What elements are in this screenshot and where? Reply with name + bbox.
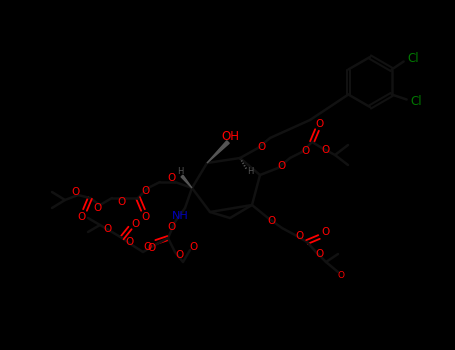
Text: O: O (189, 242, 197, 252)
Text: H: H (177, 168, 183, 176)
Text: O: O (268, 216, 276, 226)
Text: O: O (142, 212, 150, 222)
Polygon shape (181, 175, 192, 188)
Text: Cl: Cl (408, 52, 420, 65)
Text: O: O (118, 197, 126, 207)
Text: O: O (78, 212, 86, 222)
Text: O: O (321, 145, 329, 155)
Text: O: O (168, 173, 176, 183)
Text: O: O (321, 227, 329, 237)
Text: O: O (315, 119, 323, 129)
Text: O: O (125, 237, 133, 247)
Text: O: O (148, 243, 156, 253)
Text: O: O (93, 203, 101, 213)
Text: O: O (338, 271, 344, 280)
Text: O: O (144, 242, 152, 252)
Text: O: O (132, 219, 140, 229)
Text: H: H (247, 168, 253, 176)
Polygon shape (207, 141, 229, 163)
Text: NH: NH (172, 211, 188, 221)
Text: O: O (295, 231, 303, 241)
Text: OH: OH (221, 130, 239, 142)
Text: O: O (168, 222, 176, 232)
Text: O: O (277, 161, 285, 171)
Text: O: O (104, 224, 112, 234)
Text: O: O (71, 187, 79, 197)
Text: O: O (257, 142, 265, 152)
Text: O: O (301, 146, 309, 156)
Text: O: O (141, 186, 149, 196)
Text: O: O (175, 250, 183, 260)
Text: Cl: Cl (411, 95, 422, 108)
Text: O: O (316, 249, 324, 259)
